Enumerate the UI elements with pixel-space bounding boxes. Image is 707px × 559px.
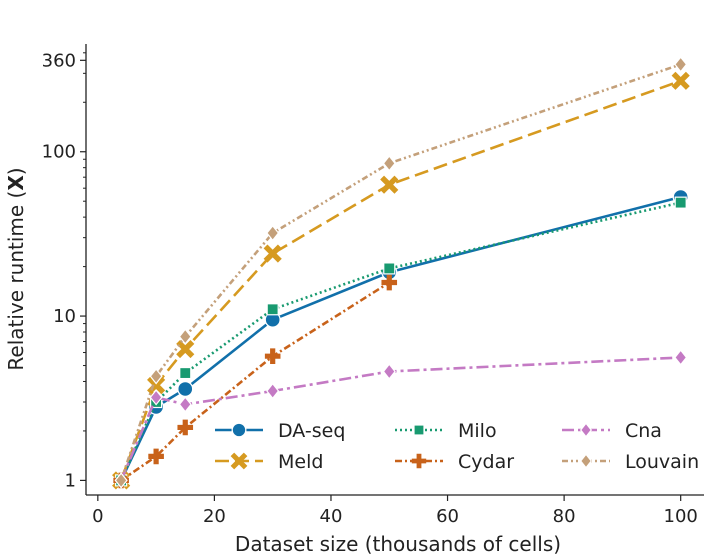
point-meld-stroke — [380, 175, 399, 194]
point-cydar-stroke — [148, 448, 164, 465]
legend-marker-cydar — [411, 453, 427, 469]
series-louvain — [114, 56, 688, 489]
legend: DA-seq Meld Milo Cydar Cna Louvain — [215, 420, 699, 473]
series-meld — [112, 71, 690, 490]
legend-item-cna: Cna — [562, 420, 662, 442]
point-cydar — [381, 274, 398, 291]
legend-item-cydar: Cydar — [395, 451, 514, 473]
point-da-seq — [177, 380, 194, 398]
legend-marker-louvain — [579, 453, 593, 469]
y-axis-label: Relative runtime (X) — [4, 167, 28, 370]
series-cna — [114, 349, 688, 489]
y-tick-label: 10 — [53, 306, 76, 327]
point-meld — [176, 339, 195, 359]
point-milo — [179, 366, 192, 380]
series-line-cydar — [120, 281, 390, 482]
y-axis-label-suffix: ) — [4, 167, 28, 175]
legend-item-milo: Milo — [395, 420, 497, 442]
x-axis-label: Dataset size (thousands of cells) — [235, 532, 561, 556]
legend-marker-milo — [413, 424, 425, 436]
point-louvain — [266, 224, 280, 242]
point-louvain — [149, 368, 163, 385]
point-louvain — [178, 328, 192, 345]
series-line-meld — [119, 79, 682, 481]
legend-item-meld: Meld — [215, 451, 323, 473]
point-cydar — [264, 348, 281, 364]
point-louvain — [382, 155, 396, 172]
point-cydar — [177, 419, 194, 436]
x-tick-label: 0 — [92, 506, 103, 527]
legend-marker-cna — [579, 422, 593, 438]
point-cna — [674, 349, 688, 366]
point-meld — [263, 244, 282, 263]
legend-label-louvain: Louvain — [625, 451, 699, 473]
y-axis-label-prefix: Relative runtime ( — [4, 191, 28, 371]
series-line-da-seq — [119, 195, 682, 481]
point-cna — [178, 396, 192, 413]
series-milo — [115, 196, 687, 487]
legend-label-da-seq: DA-seq — [278, 420, 345, 442]
point-milo — [266, 303, 279, 316]
legend-label-meld: Meld — [278, 451, 323, 473]
series-line-louvain — [119, 63, 682, 481]
series-line-milo — [119, 201, 681, 481]
point-cydar — [148, 448, 164, 465]
point-cna — [266, 382, 280, 400]
y-tick-label: 1 — [65, 470, 76, 491]
x-tick-label: 60 — [436, 506, 459, 527]
legend-item-da-seq: DA-seq — [215, 420, 345, 442]
point-cydar-stroke — [177, 419, 194, 436]
point-cna — [149, 389, 163, 406]
axes: 0 20 40 60 80 100 1 10 100 360 — [42, 44, 704, 527]
x-tick-label: 40 — [320, 506, 343, 527]
point-cydar-stroke — [264, 348, 281, 364]
series-line-cna — [119, 356, 681, 481]
legend-label-milo: Milo — [458, 420, 497, 442]
point-louvain — [114, 472, 128, 489]
point-meld — [671, 71, 690, 90]
x-tick-label: 80 — [553, 506, 576, 527]
point-milo — [674, 196, 687, 209]
point-cydar-stroke — [381, 274, 398, 291]
point-meld — [380, 175, 399, 194]
legend-label-cna: Cna — [625, 420, 662, 442]
point-cna — [382, 363, 396, 380]
legend-marker-meld — [230, 452, 248, 470]
point-meld-stroke — [263, 244, 282, 263]
legend-item-louvain: Louvain — [562, 451, 699, 473]
point-meld-stroke — [176, 339, 195, 359]
legend-marker-cydar-stroke — [411, 453, 427, 469]
point-louvain — [674, 56, 688, 73]
series-layer — [112, 56, 690, 490]
x-tick-label: 20 — [203, 506, 226, 527]
legend-label-cydar: Cydar — [458, 451, 514, 473]
legend-marker-meld-stroke — [230, 452, 248, 470]
point-meld-stroke — [671, 71, 690, 90]
x-tick-label: 100 — [664, 506, 698, 527]
point-milo — [383, 262, 396, 275]
y-axis-label-bold: X — [4, 175, 28, 191]
legend-marker-da-seq — [231, 422, 247, 438]
y-tick-label: 100 — [42, 142, 76, 163]
series-da-seq — [113, 188, 689, 489]
y-tick-label: 360 — [42, 50, 76, 71]
